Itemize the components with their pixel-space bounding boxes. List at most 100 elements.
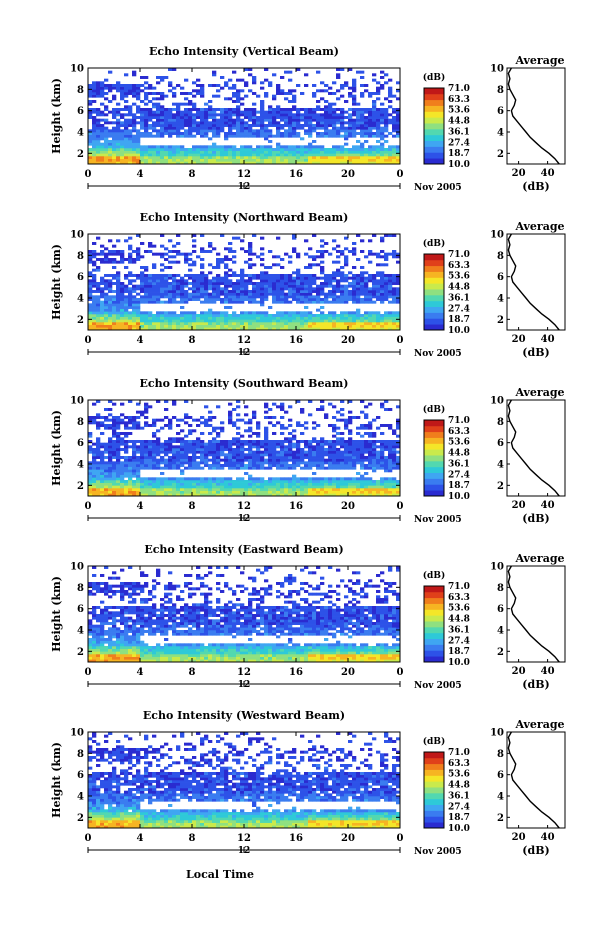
heatmap-cell — [312, 493, 317, 497]
heatmap-cell — [264, 319, 269, 323]
heatmap-cell — [348, 488, 353, 491]
heatmap-cell — [152, 279, 157, 283]
heatmap-cell — [240, 276, 245, 280]
heatmap-cell — [320, 266, 325, 269]
panel-title: Echo Intensity (Southward Beam) — [140, 377, 349, 390]
heatmap-cell — [384, 322, 389, 325]
heatmap-cell — [296, 252, 301, 256]
heatmap-cell — [132, 426, 137, 430]
heatmap-cell — [88, 161, 93, 165]
heatmap-cell — [240, 434, 245, 438]
heatmap-cell — [296, 292, 301, 296]
heatmap-cell — [280, 456, 285, 459]
heatmap-cell — [164, 445, 169, 449]
heatmap-cell — [100, 469, 105, 473]
heatmap-cell — [280, 290, 285, 293]
heatmap-cell — [288, 126, 293, 130]
heatmap-cell — [100, 306, 105, 309]
heatmap-cell — [152, 148, 157, 151]
heatmap-cell — [384, 276, 389, 280]
heatmap-cell — [316, 295, 321, 299]
heatmap-cell — [204, 134, 209, 138]
heatmap-cell — [240, 97, 245, 101]
heatmap-cell — [144, 282, 149, 285]
heatmap-cell — [260, 284, 265, 288]
heatmap-cell — [312, 327, 317, 331]
heatmap-cell — [316, 121, 321, 125]
heatmap-cell — [276, 450, 281, 454]
heatmap-cell — [108, 84, 113, 87]
heatmap-cell — [176, 432, 181, 435]
heatmap-cell — [348, 113, 353, 117]
heatmap-cell — [372, 234, 377, 237]
heatmap-cell — [92, 94, 97, 98]
heatmap-cell — [376, 274, 381, 277]
heatmap-cell — [360, 314, 365, 317]
heatmap-cell — [380, 158, 385, 162]
heatmap-cell — [364, 116, 369, 119]
heatmap-cell — [220, 86, 225, 90]
heatmap-cell — [324, 316, 329, 320]
heatmap-cell — [88, 322, 93, 325]
heatmap-cell — [360, 464, 365, 467]
heatmap-cell — [152, 276, 157, 280]
heatmap-cell — [364, 271, 369, 275]
heatmap-cell — [312, 161, 317, 165]
heatmap-cell — [160, 324, 165, 328]
heatmap-cell — [332, 480, 337, 483]
heatmap-cell — [220, 276, 225, 280]
heatmap-cell — [332, 148, 337, 151]
heatmap-cell — [368, 292, 373, 296]
heatmap-cell — [132, 86, 137, 90]
heatmap-cell — [136, 140, 141, 143]
heatmap-cell — [360, 129, 365, 133]
heatmap-cell — [268, 266, 273, 269]
heatmap-cell — [320, 145, 325, 149]
heatmap-cell — [212, 316, 217, 320]
heatmap-cell — [252, 156, 257, 159]
heatmap-cell — [324, 448, 329, 451]
heatmap-cell — [204, 311, 209, 315]
heatmap-cell — [224, 287, 229, 291]
heatmap-cell — [272, 276, 277, 280]
heatmap-cell — [276, 121, 281, 125]
heatmap-cell — [176, 450, 181, 454]
heatmap-cell — [176, 284, 181, 288]
heatmap-cell — [272, 263, 277, 267]
heatmap-cell — [288, 440, 293, 443]
colorbar-swatch — [424, 312, 444, 319]
heatmap-cell — [228, 161, 233, 165]
heatmap-cell — [88, 102, 93, 106]
heatmap-cell — [212, 437, 217, 441]
heatmap-cell — [116, 108, 121, 111]
heatmap-cell — [348, 458, 353, 462]
heatmap-cell — [116, 316, 121, 320]
heatmap-cell — [156, 314, 161, 317]
heatmap-cell — [272, 453, 277, 457]
heatmap-cell — [280, 134, 285, 138]
heatmap-cell — [356, 124, 361, 127]
heatmap-cell — [172, 145, 177, 149]
heatmap-cell — [344, 316, 349, 320]
heatmap-cell — [220, 110, 225, 114]
heatmap-cell — [92, 132, 97, 135]
heatmap-cell — [132, 92, 137, 95]
heatmap-cell — [268, 408, 273, 411]
heatmap-cell — [380, 102, 385, 106]
heatmap-cell — [376, 314, 381, 317]
heatmap-cell — [196, 116, 201, 119]
heatmap-cell — [280, 485, 285, 489]
heatmap-cell — [352, 121, 357, 125]
heatmap-cell — [392, 126, 397, 130]
heatmap-cell — [172, 255, 177, 259]
heatmap-cell — [120, 466, 125, 470]
heatmap-cell — [384, 134, 389, 138]
heatmap-cell — [188, 424, 193, 427]
average-y-tick-label: 10 — [490, 230, 504, 241]
heatmap-cell — [340, 450, 345, 454]
heatmap-cell — [380, 153, 385, 157]
heatmap-cell — [372, 319, 377, 323]
heatmap-cell — [312, 148, 317, 151]
heatmap-cell — [100, 327, 105, 331]
heatmap-cell — [304, 480, 309, 483]
